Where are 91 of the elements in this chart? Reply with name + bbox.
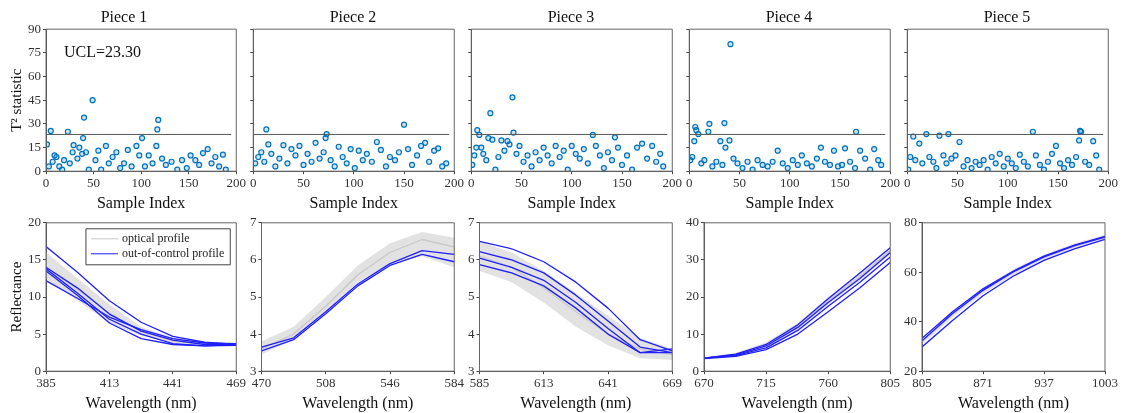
y-tick-label: 0: [34, 362, 41, 378]
y-tick-label: 15: [28, 138, 41, 154]
x-tick-label: 100: [998, 175, 1018, 191]
x-tick-label: 508: [316, 375, 336, 391]
x-tick-label: 641: [598, 375, 618, 391]
x-tick-label: 613: [534, 375, 554, 391]
y-tick-label: 7: [250, 214, 257, 230]
legend-label: optical profile: [121, 230, 190, 245]
y-tick-label: 0: [34, 162, 41, 178]
y-tick-label: 10: [28, 288, 41, 304]
y-tick-label: 3: [250, 362, 257, 378]
annotation: UCL=23.30: [64, 43, 142, 61]
x-tick-label: 385: [36, 375, 56, 391]
y-tick-label: 40: [686, 214, 699, 230]
x-tick-label: 150: [830, 175, 850, 191]
x-axis-title: Wavelength (nm): [957, 393, 1070, 412]
x-tick-label: 150: [394, 175, 414, 191]
x-tick-label: 937: [1034, 375, 1055, 391]
y-tick-label: 4: [468, 325, 475, 341]
x-tick-label: 200: [444, 175, 464, 191]
chart-title: Piece 4: [765, 7, 813, 25]
x-tick-label: 100: [780, 175, 800, 191]
y-tick-label: 80: [904, 214, 917, 230]
x-tick-label: 100: [131, 175, 151, 191]
y-tick-label: 20: [686, 288, 699, 304]
y-tick-label: 7: [468, 214, 475, 230]
x-axis-title: Wavelength (nm): [520, 393, 632, 412]
x-tick-label: 470: [251, 375, 272, 391]
x-tick-label: 100: [562, 175, 582, 191]
x-tick-label: 200: [1098, 175, 1118, 191]
x-tick-label: 805: [880, 375, 900, 391]
y-tick-label: 30: [686, 251, 699, 267]
x-tick-label: 441: [163, 375, 183, 391]
x-tick-label: 1003: [1092, 375, 1118, 391]
x-tick-label: 150: [612, 175, 632, 191]
y-tick-label: 40: [904, 313, 917, 329]
x-tick-label: 715: [756, 375, 776, 391]
x-tick-label: 585: [469, 375, 490, 391]
x-tick-label: 50: [733, 175, 746, 191]
y-tick-label: 6: [468, 251, 475, 267]
y-tick-label: 5: [34, 325, 41, 341]
x-tick-label: 200: [662, 175, 682, 191]
y-tick-label: 60: [28, 67, 41, 83]
x-tick-label: 469: [226, 375, 246, 391]
y-tick-label: 45: [28, 91, 41, 107]
y-tick-label: 15: [28, 251, 41, 267]
y-tick-label: 30: [28, 115, 41, 131]
chart-title: Piece 5: [983, 7, 1031, 25]
x-tick-label: 100: [344, 175, 364, 191]
x-axis-title: Wavelength (nm): [741, 393, 853, 412]
y-tick-label: 4: [250, 325, 257, 341]
chart-title: Piece 3: [547, 7, 595, 25]
x-tick-label: 546: [380, 375, 401, 391]
y-tick-label: 5: [468, 288, 475, 304]
x-tick-label: 50: [515, 175, 528, 191]
legend-label: out-of-control profile: [121, 245, 225, 260]
y-tick-label: 10: [686, 325, 699, 341]
x-axis-title: Wavelength (nm): [302, 393, 414, 412]
x-axis-title: Sample Index: [527, 193, 616, 212]
x-tick-label: 413: [99, 375, 120, 391]
x-axis-title: Sample Index: [96, 193, 186, 212]
chart-title: Piece 2: [329, 7, 377, 25]
x-axis-title: Sample Index: [309, 193, 398, 212]
x-tick-label: 50: [951, 175, 964, 191]
y-tick-label: 60: [904, 263, 917, 279]
y-tick-label: 0: [692, 362, 699, 378]
x-axis-title: Wavelength (nm): [85, 393, 197, 412]
x-axis-title: Sample Index: [963, 193, 1052, 212]
x-tick-label: 871: [973, 375, 993, 391]
y-tick-label: 20: [28, 214, 41, 230]
y-tick-label: 5: [250, 288, 257, 304]
x-tick-label: 150: [1048, 175, 1068, 191]
x-tick-label: 760: [818, 375, 838, 391]
x-tick-label: 50: [297, 175, 310, 191]
x-tick-label: 669: [662, 375, 682, 391]
x-tick-label: 584: [444, 375, 465, 391]
y-tick-label: 90: [28, 20, 41, 36]
y-tick-label: 3: [468, 362, 475, 378]
x-axis-title: Sample Index: [745, 193, 834, 212]
x-tick-label: 150: [178, 175, 199, 191]
x-tick-label: 50: [87, 175, 101, 191]
chart-title: Piece 1: [100, 7, 148, 25]
y-axis-title: Reflectance: [7, 261, 24, 333]
x-tick-label: 200: [880, 175, 900, 191]
y-tick-label: 75: [28, 44, 41, 60]
y-tick-label: 6: [250, 251, 257, 267]
x-tick-label: 200: [226, 175, 246, 191]
y-tick-label: 20: [904, 362, 917, 378]
y-axis-title: T² statistic: [7, 68, 24, 132]
x-tick-label: 670: [694, 375, 714, 391]
x-tick-label: 805: [912, 375, 932, 391]
